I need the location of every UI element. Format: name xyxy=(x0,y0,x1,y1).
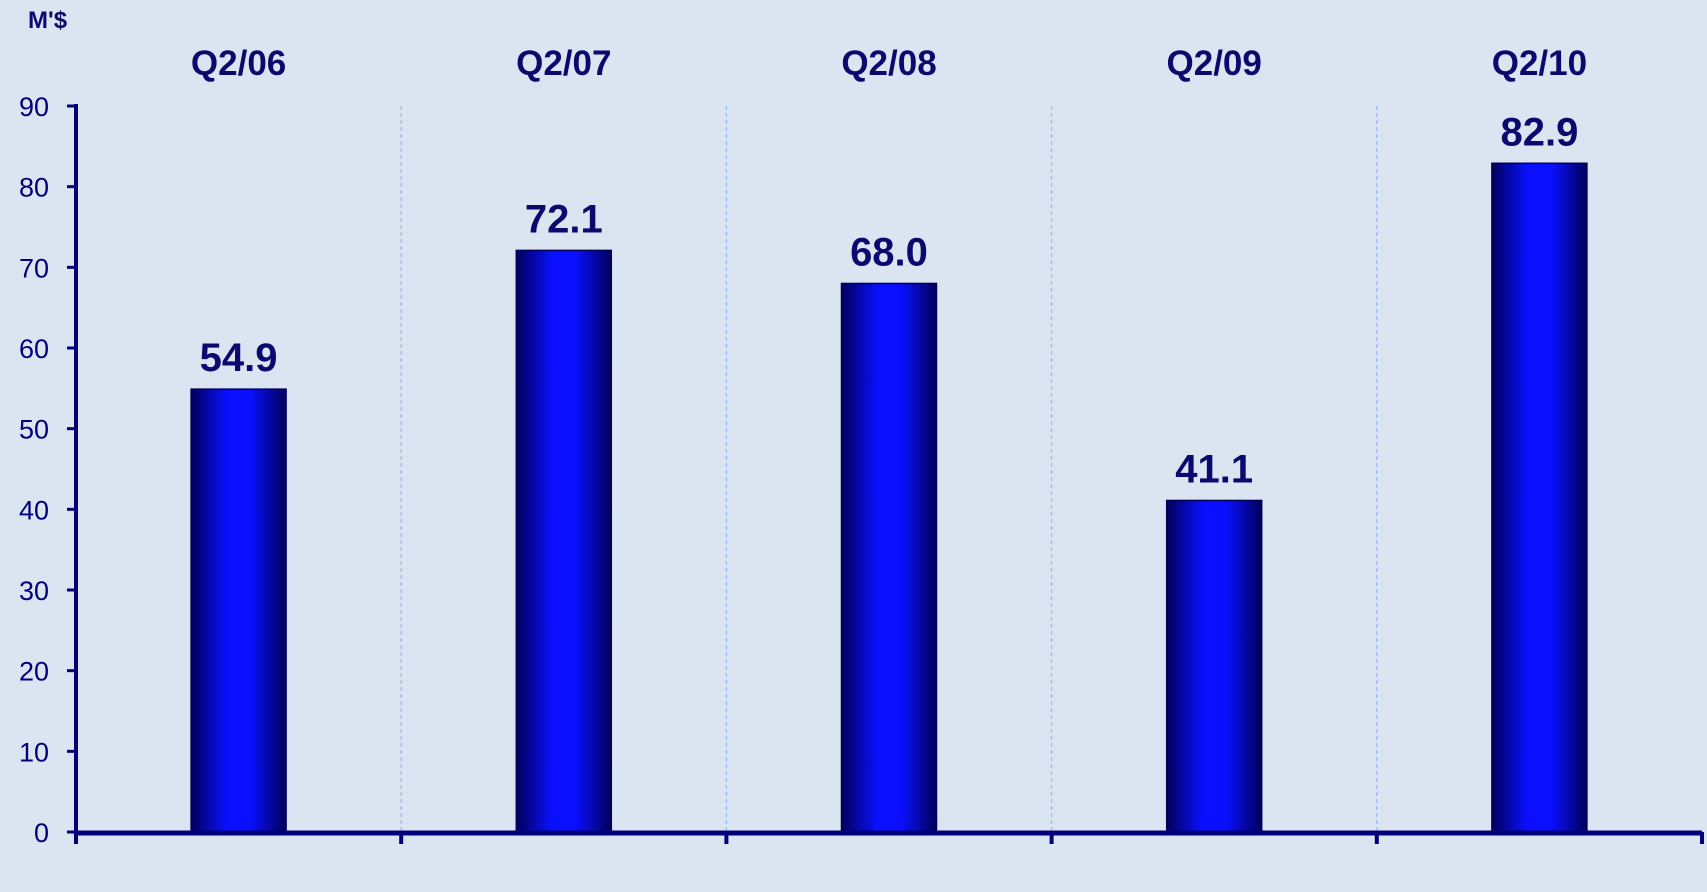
gridlines xyxy=(400,106,1378,832)
bar-q2-08 xyxy=(840,282,938,833)
x-axis-ticks xyxy=(74,832,1704,844)
category-labels: Q2/06 Q2/07 Q2/08 Q2/09 Q2/10 xyxy=(191,44,1587,83)
bars xyxy=(190,162,1588,833)
data-label: 41.1 xyxy=(1175,447,1253,491)
y-tick-label: 70 xyxy=(19,253,49,283)
data-labels: 54.9 72.1 68.0 41.1 82.9 xyxy=(200,110,1579,491)
category-label: Q2/08 xyxy=(841,44,936,83)
y-tick-label: 50 xyxy=(19,415,49,445)
y-tick-label: 90 xyxy=(19,92,49,122)
data-label: 72.1 xyxy=(525,197,603,241)
y-tick-label: 10 xyxy=(19,737,49,767)
data-label: 82.9 xyxy=(1500,110,1578,154)
y-tick-label: 80 xyxy=(19,173,49,203)
y-tick-label: 60 xyxy=(19,334,49,364)
category-label: Q2/09 xyxy=(1167,44,1262,83)
bar-q2-07 xyxy=(515,249,613,833)
category-label: Q2/06 xyxy=(191,44,286,83)
bar-q2-09 xyxy=(1165,499,1263,833)
y-axis-ticks: 0 10 20 30 40 50 60 70 80 90 xyxy=(19,92,76,848)
y-tick-label: 30 xyxy=(19,576,49,606)
category-label: Q2/07 xyxy=(516,44,611,83)
y-tick-label: 40 xyxy=(19,495,49,525)
bar-q2-10 xyxy=(1491,162,1588,833)
data-label: 54.9 xyxy=(200,336,278,380)
y-tick-label: 20 xyxy=(19,657,49,687)
bar-q2-06 xyxy=(190,388,287,833)
y-tick-label: 0 xyxy=(34,818,49,848)
category-label: Q2/10 xyxy=(1492,44,1587,83)
data-label: 68.0 xyxy=(850,230,928,274)
y-axis-unit-label: M'$ xyxy=(28,7,68,34)
axes xyxy=(74,104,1702,836)
